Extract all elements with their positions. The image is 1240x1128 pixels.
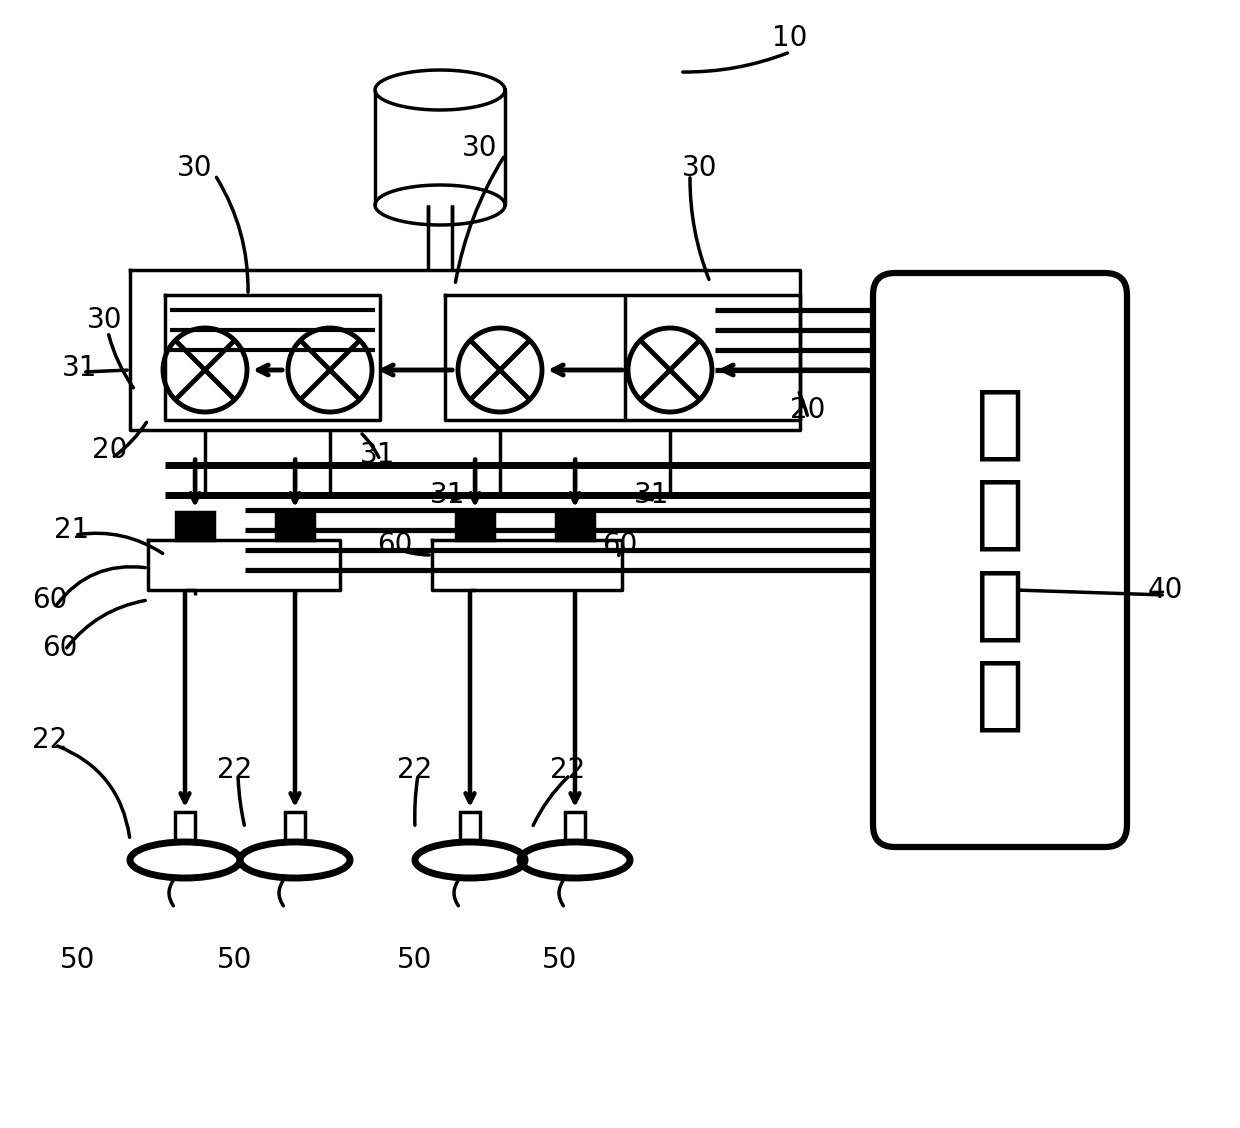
Text: 31: 31 — [635, 481, 670, 509]
Text: 20: 20 — [92, 437, 128, 464]
Text: 22: 22 — [397, 756, 433, 784]
Polygon shape — [556, 512, 594, 540]
Text: 50: 50 — [542, 946, 578, 973]
Text: 31: 31 — [361, 441, 396, 469]
Polygon shape — [176, 512, 215, 540]
Text: 60: 60 — [603, 531, 637, 559]
Text: 20: 20 — [790, 396, 826, 424]
Text: 60: 60 — [42, 634, 78, 662]
Text: 30: 30 — [177, 155, 213, 182]
Text: 30: 30 — [87, 306, 123, 334]
Text: 22: 22 — [32, 726, 68, 754]
Text: 30: 30 — [682, 155, 718, 182]
Text: 40: 40 — [1147, 576, 1183, 603]
Text: 21: 21 — [55, 515, 89, 544]
Text: 22: 22 — [551, 756, 585, 784]
Text: 30: 30 — [463, 134, 497, 162]
Text: 31: 31 — [62, 354, 98, 382]
Text: 50: 50 — [61, 946, 95, 973]
Text: 31: 31 — [430, 481, 466, 509]
Text: 60: 60 — [377, 531, 413, 559]
Text: 60: 60 — [32, 587, 68, 614]
Text: 50: 50 — [397, 946, 433, 973]
Polygon shape — [277, 512, 314, 540]
Text: 控
制
单
元: 控 制 单 元 — [976, 386, 1024, 734]
Polygon shape — [456, 512, 494, 540]
Text: 22: 22 — [217, 756, 253, 784]
Text: 50: 50 — [217, 946, 253, 973]
Text: 10: 10 — [773, 24, 807, 52]
